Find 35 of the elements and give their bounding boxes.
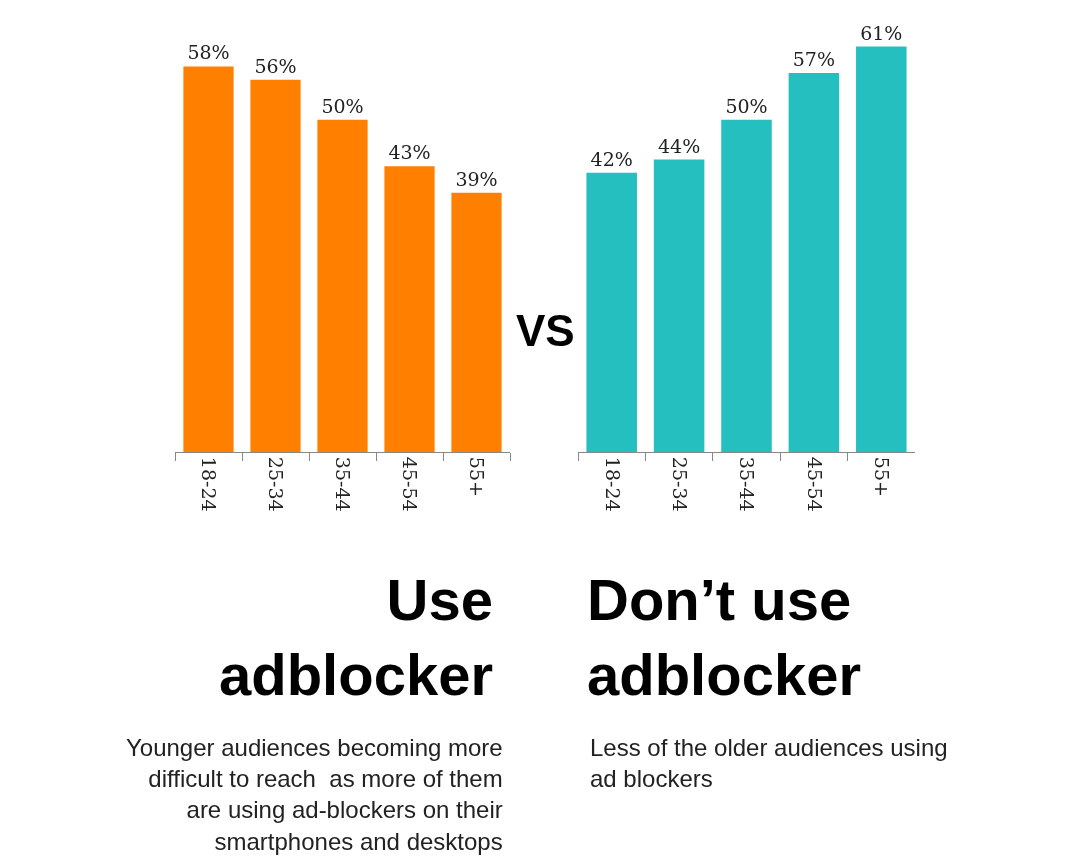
bar [317, 119, 368, 452]
text: Use adblocker [219, 567, 493, 708]
bar [250, 79, 301, 452]
bar [653, 159, 705, 452]
bar [451, 192, 502, 452]
x-tick-label: 18-24 [601, 456, 624, 512]
data-label: 43% [388, 141, 431, 164]
data-label: 50% [725, 94, 768, 117]
bar [183, 66, 234, 452]
bar [384, 166, 435, 452]
data-label: 39% [455, 167, 498, 190]
x-tick-label: 25-34 [265, 456, 288, 512]
text: Less of the older audiences using ad blockers [590, 734, 948, 793]
bar [721, 119, 772, 452]
text: Younger audiences becoming more difficult to reach as more of them are using ad-blockers on their smartphones and desktops [126, 734, 503, 855]
data-label: 61% [860, 21, 903, 44]
x-tick-label: 45-54 [803, 456, 826, 512]
bar [788, 73, 840, 452]
x-tick-label: 18-24 [198, 456, 221, 512]
x-tick-label: 55+ [466, 456, 489, 497]
data-label: 56% [254, 54, 297, 77]
bar [586, 172, 637, 452]
data-label: 44% [657, 134, 701, 157]
text: Don’t use adblocker [587, 567, 861, 708]
data-label: 58% [187, 41, 230, 64]
text: VS [516, 306, 575, 355]
x-tick-label: 45-54 [399, 456, 422, 512]
x-tick-label: 55+ [871, 456, 894, 497]
bar [856, 46, 907, 452]
data-label: 42% [590, 147, 633, 170]
x-tick-label: 35-44 [736, 456, 759, 512]
data-label: 50% [321, 94, 364, 117]
x-tick-label: 35-44 [332, 456, 355, 512]
data-label: 57% [792, 48, 836, 71]
x-tick-label: 25-34 [668, 456, 691, 512]
